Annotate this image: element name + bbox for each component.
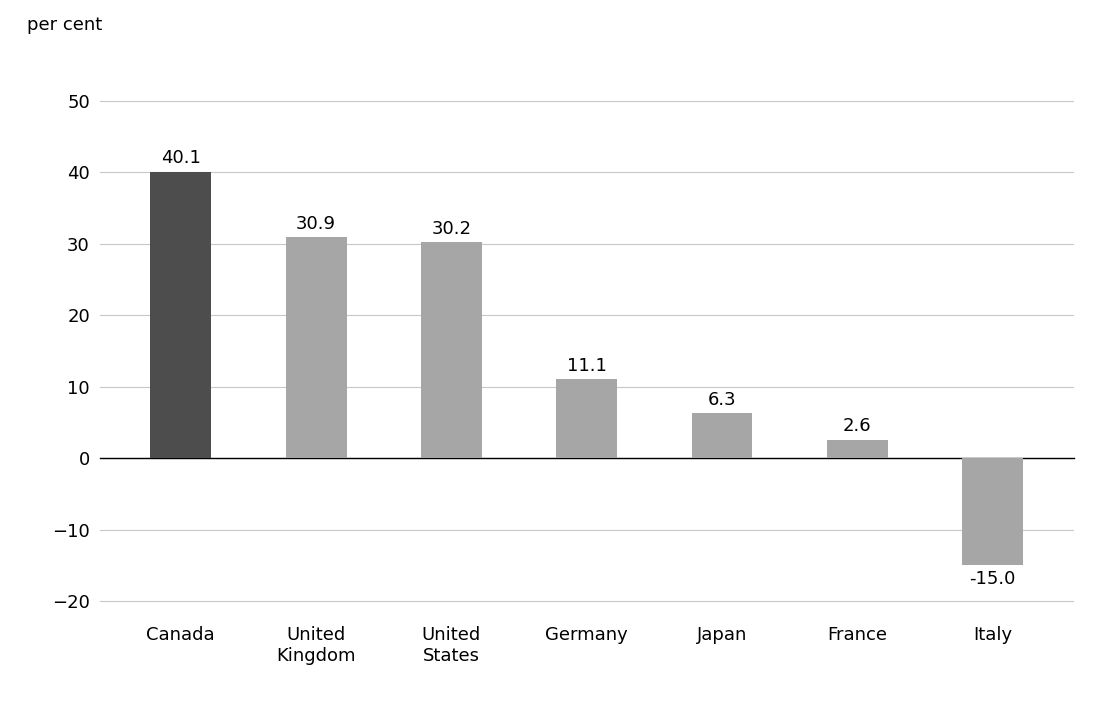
Text: 11.1: 11.1	[567, 356, 607, 374]
Text: France: France	[827, 626, 888, 644]
Bar	[151, 172, 211, 458]
Bar	[962, 458, 1023, 565]
Text: -15.0: -15.0	[970, 570, 1016, 588]
Bar	[692, 413, 753, 458]
Text: 40.1: 40.1	[161, 149, 200, 167]
Text: per cent: per cent	[27, 15, 102, 33]
Bar	[421, 243, 482, 458]
Text: Germany: Germany	[546, 626, 628, 644]
Text: Italy: Italy	[973, 626, 1012, 644]
Text: 6.3: 6.3	[707, 391, 736, 409]
Text: United
States: United States	[422, 626, 482, 665]
Text: Canada: Canada	[146, 626, 215, 644]
Bar	[557, 379, 618, 458]
Text: 30.2: 30.2	[432, 220, 472, 238]
Bar	[286, 237, 346, 458]
Text: 30.9: 30.9	[296, 215, 337, 233]
Bar	[827, 439, 888, 458]
Text: Japan: Japan	[696, 626, 747, 644]
Text: United
Kingdom: United Kingdom	[277, 626, 355, 665]
Text: 2.6: 2.6	[844, 417, 871, 435]
